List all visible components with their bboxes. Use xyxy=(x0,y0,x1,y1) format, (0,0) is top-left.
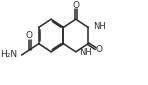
Text: NH: NH xyxy=(93,22,106,31)
Text: NH: NH xyxy=(79,48,92,57)
Text: H₂N: H₂N xyxy=(0,50,17,59)
Text: O: O xyxy=(26,31,33,40)
Text: O: O xyxy=(72,1,79,10)
Text: O: O xyxy=(96,45,103,54)
